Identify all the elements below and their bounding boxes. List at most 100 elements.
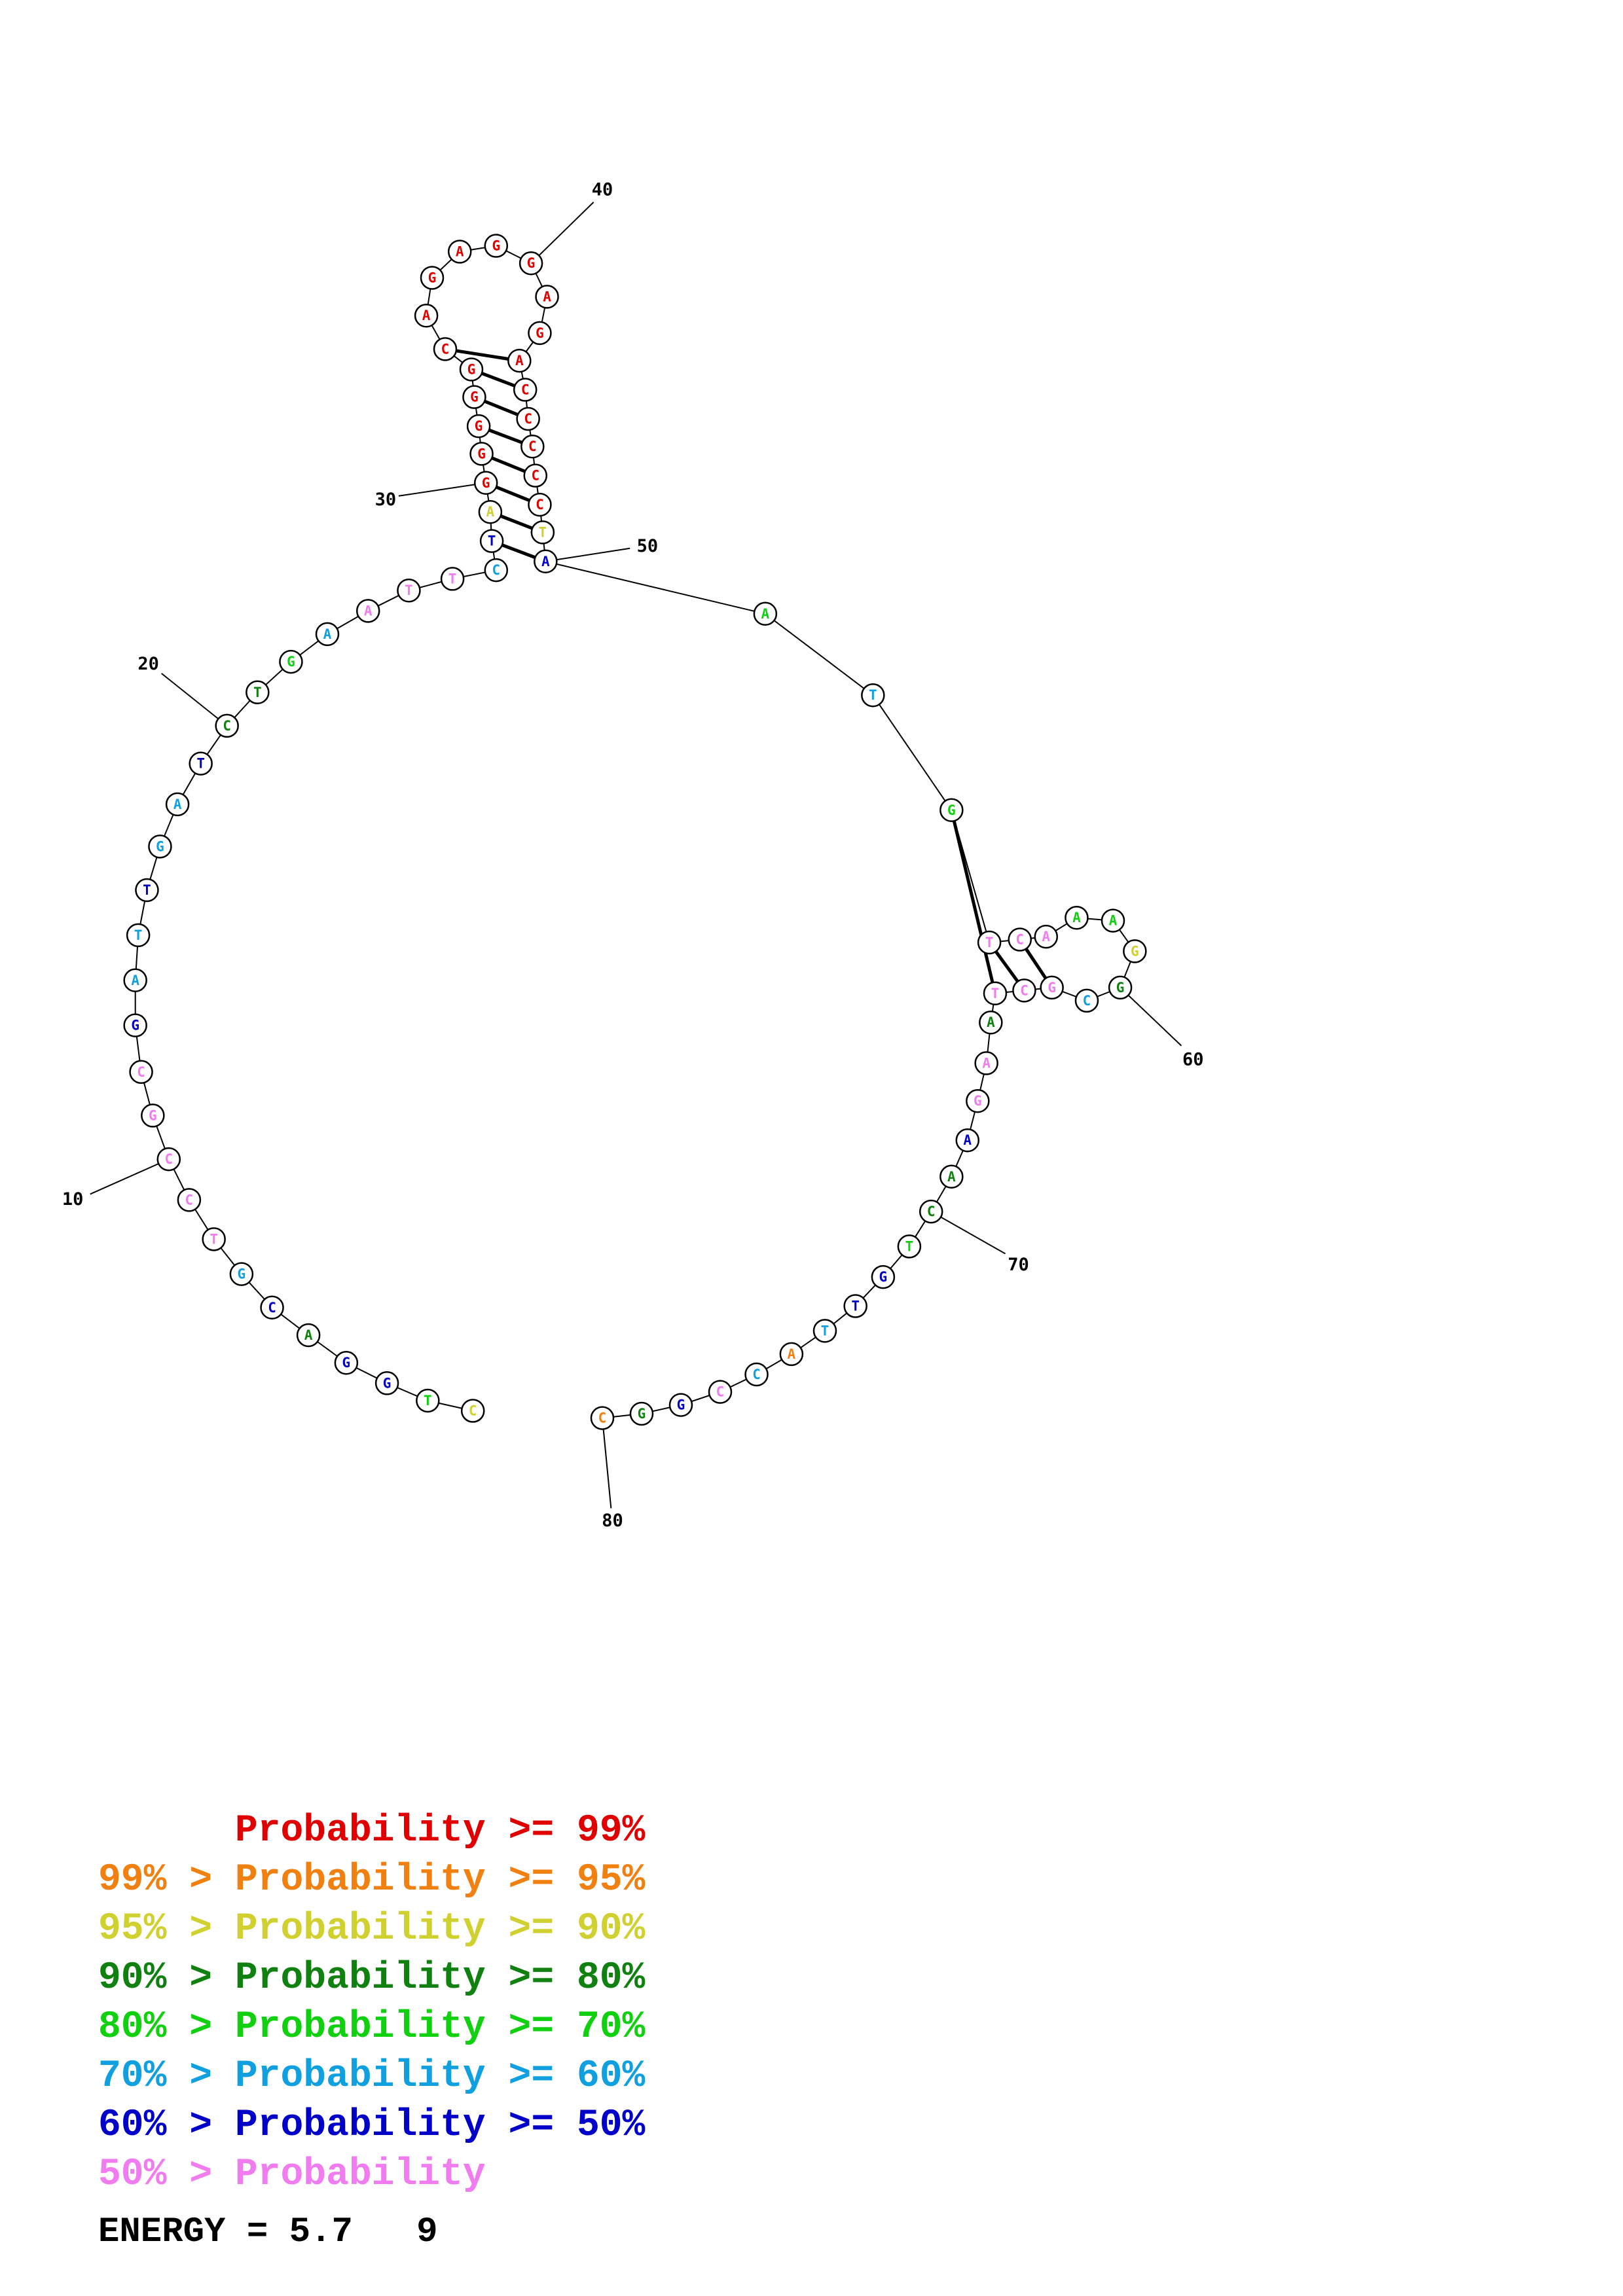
nucleotide-circle (966, 1088, 990, 1113)
nucleotide-circle (334, 1350, 359, 1375)
nucleotide-circle (420, 266, 445, 290)
nucleotide-50: A (534, 549, 558, 574)
nucleotide-letter: G (238, 1266, 246, 1282)
nucleotide-circle (473, 471, 498, 495)
nucleotide-circle (530, 520, 555, 545)
nucleotide-10: C (156, 1147, 181, 1172)
nucleotide-73: T (843, 1294, 867, 1318)
nucleotide-letter: T (253, 685, 262, 700)
nucleotide-59: G (1123, 939, 1147, 963)
nucleotide-letter: G (492, 238, 500, 254)
nucleotide-letter: C (268, 1300, 276, 1316)
nucleotide-circle (189, 751, 213, 776)
legend-row: 70% > Probability >= 60% (98, 2052, 645, 2101)
legend-prefix: 50% > (98, 2153, 235, 2196)
base-pair-bond (994, 950, 1019, 983)
nucleotide-circle (1040, 975, 1064, 1000)
nucleotide-54: T (977, 930, 1002, 955)
nucleotide-letter: C (752, 1367, 761, 1382)
nucleotide-25: T (397, 578, 421, 603)
nucleotide-letter: T (488, 533, 496, 549)
nucleotide-letter: A (486, 504, 495, 520)
nucleotide-29: A (478, 499, 503, 524)
nucleotide-15: T (126, 923, 151, 948)
nucleotide-11: G (141, 1103, 165, 1128)
nucleotide-71: T (897, 1234, 922, 1259)
nucleotide-circle (148, 834, 172, 859)
legend-label: Probability (234, 1957, 486, 2000)
nucleotide-circle (1065, 905, 1089, 930)
nucleotide-80: C (590, 1406, 615, 1430)
nucleotide-57: A (1065, 905, 1089, 930)
nucleotide-letter: G (1131, 943, 1139, 959)
legend-row: 95% > Probability >= 90% (98, 1905, 645, 1954)
nucleotide-circle (1123, 939, 1147, 963)
nucleotide-circle (135, 878, 159, 903)
legend-label: Probability (234, 1859, 486, 1901)
nucleotide-18: A (165, 792, 190, 817)
nucleotide-74: T (812, 1319, 837, 1343)
nucleotide-circle (1034, 924, 1059, 949)
nucleotide-circle (123, 1013, 147, 1037)
nucleotide-letter: C (1015, 932, 1024, 948)
nucleotide-circle (177, 1188, 202, 1212)
nucleotide-circle (955, 1128, 980, 1153)
nucleotide-letter: G (482, 475, 490, 491)
nucleotide-78: G (668, 1393, 693, 1417)
legend-suffix: >= 80% (485, 1957, 646, 2000)
nucleotide-48: C (528, 492, 552, 517)
nucleotide-36: A (414, 303, 439, 328)
nucleotide-circle (871, 1265, 896, 1289)
nucleotide-letter: A (304, 1327, 313, 1343)
position-label-20: 20 (137, 654, 159, 674)
nucleotide-79: G (629, 1401, 654, 1426)
nucleotide-circle (466, 414, 491, 439)
nucleotide-circle (296, 1323, 321, 1348)
nucleotide-circle (469, 442, 494, 466)
nucleotide-letter: C (1083, 993, 1091, 1009)
nucleotide-circle (861, 683, 885, 708)
nucleotide-circle (519, 251, 543, 276)
nucleotide-letter: T (991, 986, 1000, 1001)
nucleotide-69: A (939, 1164, 964, 1189)
nucleotide-circle (590, 1406, 615, 1430)
nucleotide-circle (1012, 978, 1036, 1003)
nucleotide-circle (484, 558, 509, 583)
nucleotide-letter: A (173, 797, 182, 812)
base-pair-bond (496, 485, 530, 503)
position-label-80: 80 (602, 1511, 623, 1531)
nucleotide-letter: G (467, 361, 476, 377)
nucleotide-letter: C (716, 1384, 725, 1400)
nucleotide-letter: C (223, 718, 231, 734)
nucleotide-letter: A (963, 1132, 972, 1148)
nucleotide-letter: A (323, 626, 332, 642)
legend-prefix: 90% > (98, 1957, 235, 2000)
nucleotide-circle (1101, 908, 1125, 933)
position-label-10: 10 (62, 1189, 84, 1210)
nucleotide-68: A (955, 1128, 980, 1153)
nucleotide-circle (260, 1295, 284, 1320)
nucleotide-circle (433, 337, 458, 361)
position-marker-line (1120, 987, 1182, 1047)
nucleotide-70: C (919, 1199, 943, 1224)
nucleotide-circle (414, 303, 439, 328)
legend-suffix: >= 60% (485, 2055, 646, 2098)
nucleotide-53: G (939, 798, 964, 823)
nucleotide-circle (1108, 975, 1133, 1000)
position-label-70: 70 (1008, 1255, 1029, 1275)
legend-row: 99% > Probability >= 95% (98, 1856, 645, 1905)
legend-suffix: >= 95% (485, 1859, 646, 1901)
nucleotide-23: A (315, 622, 340, 647)
nucleotide-2: T (416, 1388, 440, 1413)
nucleotide-75: A (779, 1342, 804, 1367)
nucleotide-letter: G (974, 1093, 982, 1109)
nucleotide-21: T (246, 680, 270, 705)
nucleotide-16: T (135, 878, 159, 903)
legend-prefix: 99% > (98, 1859, 235, 1901)
base-pair-bond (481, 372, 516, 387)
nucleotide-52: T (861, 683, 885, 708)
nucleotide-55: C (1008, 927, 1032, 952)
base-pair-bond (501, 543, 536, 560)
nucleotide-letter: A (422, 308, 431, 323)
nucleotide-76: C (744, 1362, 769, 1387)
